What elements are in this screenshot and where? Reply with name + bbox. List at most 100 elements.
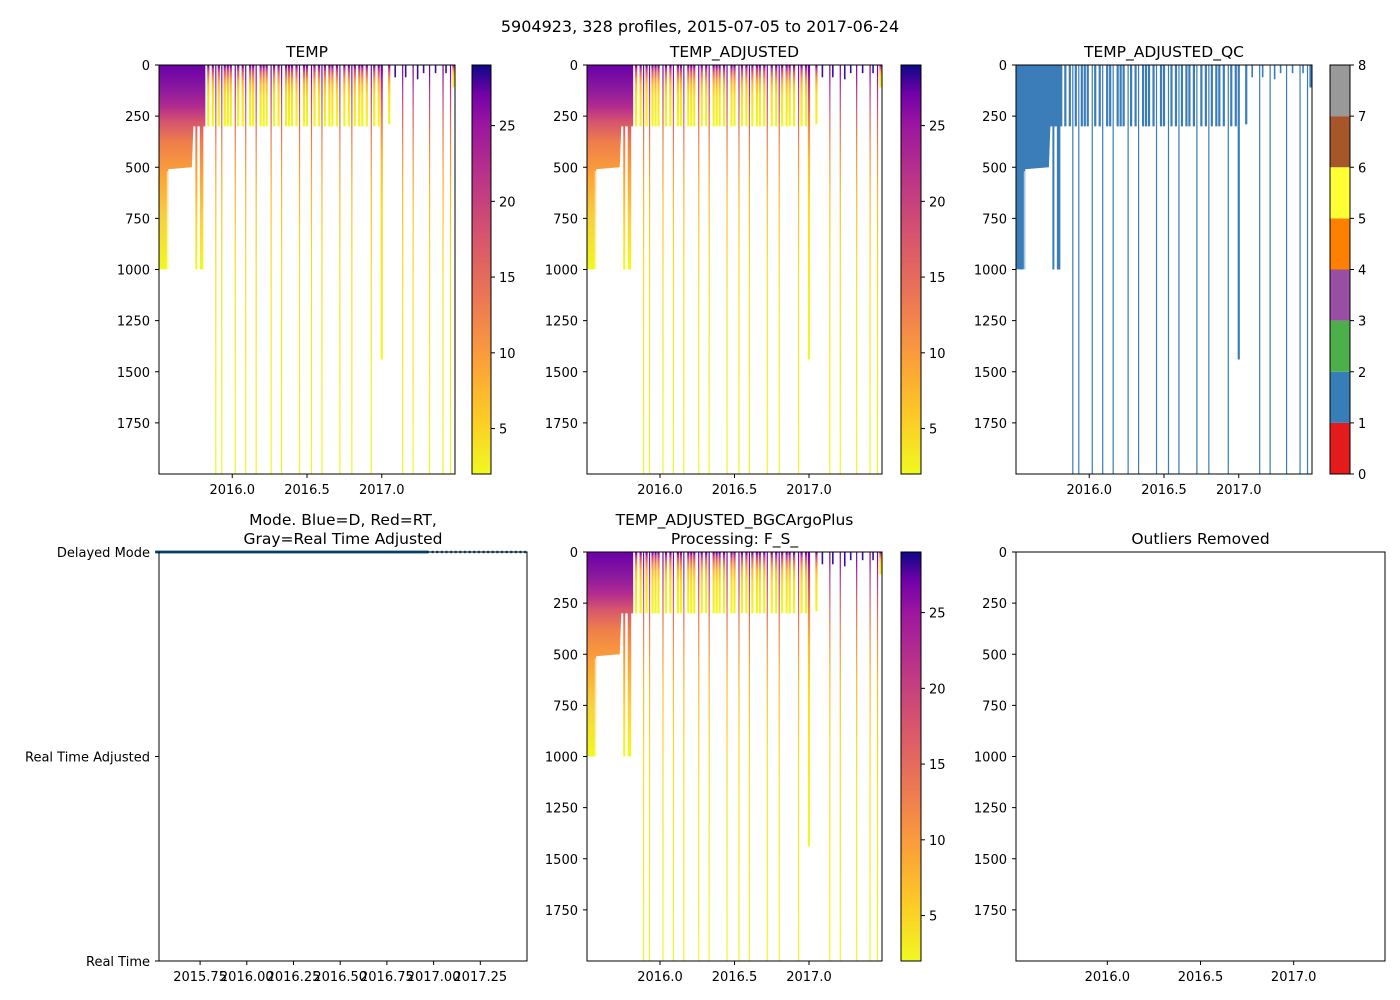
colorbar-gradient [901,65,921,474]
profile-1-52 [856,65,858,474]
profile-2-49 [1245,65,1248,125]
profile-4-3 [645,552,648,614]
x-tick-label: 2016.5 [712,970,758,985]
profile-1-7 [657,65,660,127]
profile-1-13 [679,65,682,127]
panel-4: Mode. Blue=D, Red=RT,Gray=Real Time Adju… [25,511,528,985]
profile-2-42 [1215,65,1218,127]
profile-2-late-2 [1273,65,1276,80]
profile-2-0 [1064,65,1067,127]
y-tick-label: 1250 [974,315,1007,330]
colorbar-frame [900,64,922,475]
x-tick-label: 2017.00 [407,970,461,985]
y-tick-label: 1250 [974,802,1007,817]
panel-title: Processing: F_S_ [671,530,798,549]
profile-0-10 [241,65,244,127]
profile-4-6 [654,552,657,614]
profile-2-16 [1119,65,1122,127]
colorbar-tick-label: 15 [929,271,946,286]
x-tick-label: 2016.5 [1178,970,1224,985]
profile-4-late-4 [861,552,864,561]
profile-2-7 [1086,65,1089,127]
profile-0-13 [252,65,255,127]
profile-0-54 [449,65,452,474]
y-tick-label: 1500 [974,366,1007,381]
profile-1-37 [766,65,768,474]
profile-1-33 [751,65,754,127]
profile-1-32 [748,65,750,474]
profile-2-late-3 [1279,65,1282,74]
profile-block-dense [159,65,206,270]
y-tick-label: 750 [553,212,578,227]
profile-2-31 [1174,65,1178,127]
profile-2-38 [1200,65,1203,127]
profile-1-9 [664,65,668,127]
profile-4-22 [712,552,715,614]
profile-0-2 [215,65,217,474]
profile-0-deep-5 [201,65,204,270]
colorbar-frame [471,64,492,475]
profile-0-18 [270,65,272,474]
colorbar-segment-6 [1330,116,1350,168]
profile-1-34 [755,65,758,127]
profile-1-23 [715,65,718,127]
colorbar-tick-label: 5 [1358,212,1366,227]
colorbar-tick-label: 8 [1358,59,1366,74]
profile-4-20 [705,552,708,614]
profile-0-23 [287,65,291,127]
profile-0-51 [412,65,414,474]
colorbar-tick-label: 25 [929,120,946,135]
y-tick-label: Real Time [86,955,150,970]
panel-title: TEMP_ADJUSTED_QC [1083,43,1244,62]
profile-2-6 [1083,65,1086,127]
profile-2-5 [1080,65,1083,127]
y-tick-label: 1500 [974,853,1007,868]
profile-4-late-5 [872,552,874,561]
profile-4-36 [763,552,766,614]
profile-1-44 [792,65,796,127]
profile-0-20 [277,65,280,127]
profile-4-54 [876,552,879,961]
colorbar-segment-4 [1330,218,1350,270]
y-tick-label: 500 [982,161,1007,176]
panel-title: Outliers Removed [1131,530,1269,548]
profile-0-15 [259,65,262,127]
profile-4-47 [804,552,808,614]
x-tick-label: 2017.0 [359,483,405,498]
y-tick-label: 1750 [545,904,578,919]
profile-4-28 [733,552,736,614]
profile-1-8 [662,65,664,474]
y-tick-label: 500 [125,161,150,176]
profile-4-2 [643,552,645,961]
profile-1-10 [669,65,672,127]
profile-2-48 [1237,65,1240,360]
profile-2-deep-1 [1020,65,1023,270]
profile-2-19 [1130,65,1133,127]
profile-2-11 [1102,65,1104,474]
profile-2-8 [1091,65,1093,474]
x-tick-label: 2017.0 [1271,970,1317,985]
colorbar-tick-label: 0 [1358,468,1366,483]
profile-2-36 [1192,65,1195,127]
profile-2-3 [1074,65,1077,127]
colorbar-gradient [901,552,921,961]
profile-0-43 [361,65,364,127]
y-tick-label: 1750 [117,417,150,432]
profile-4-44 [792,552,796,614]
colorbar-tick-label: 6 [1358,161,1366,176]
profile-0-16 [262,65,265,127]
profile-0-27 [302,65,306,127]
panel-2: TEMP_ADJUSTED 2016.0 2016.5 2017.0 0 250 500 75… [545,43,946,498]
profile-2-34 [1185,65,1188,127]
profile-2-15 [1116,65,1119,127]
colorbar-tick-label: 3 [1358,315,1366,330]
profile-0-5 [223,65,226,127]
y-tick-label: 1000 [117,264,150,279]
profile-0-8 [234,65,236,474]
profile-4-29 [738,552,740,961]
y-tick-label: 250 [125,110,150,125]
profile-4-late-2 [843,552,846,567]
profile-4-25 [722,552,726,614]
profile-1-42 [785,65,788,127]
colorbar-tick-label: 10 [499,347,516,362]
